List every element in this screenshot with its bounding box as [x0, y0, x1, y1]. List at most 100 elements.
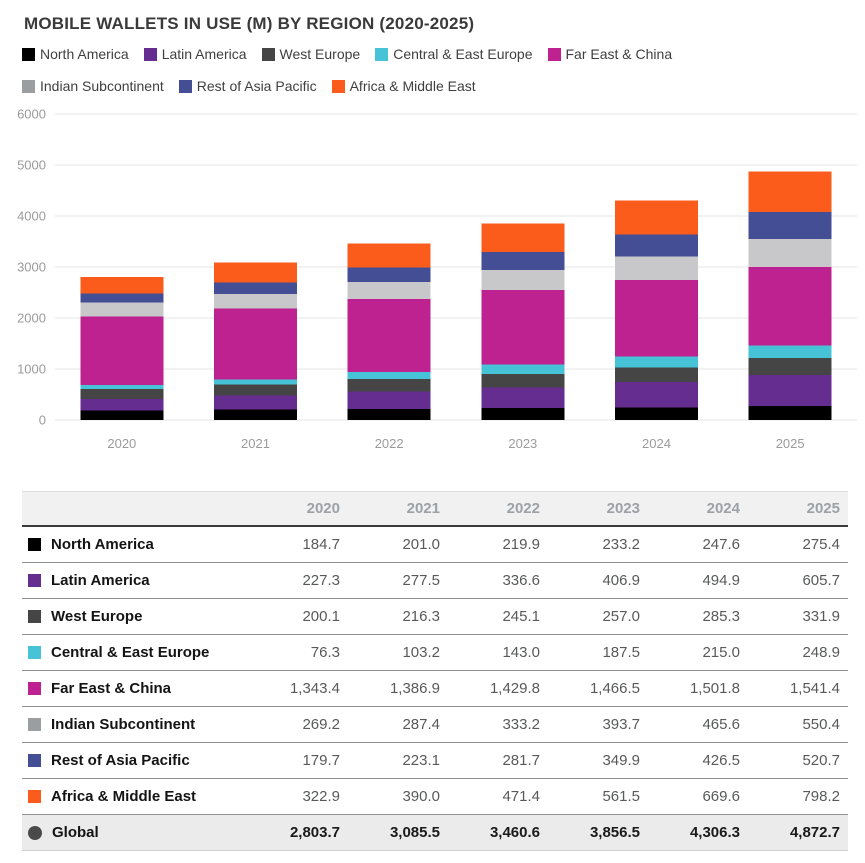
y-axis-tick-label: 2000 — [17, 311, 46, 326]
value-cell-west-europe-2021: 216.3 — [348, 598, 448, 635]
value-cell-rest-of-asia-pacific-2020: 179.7 — [248, 742, 348, 779]
legend-label: Indian Subcontinent — [40, 78, 164, 94]
legend-label: Central & East Europe — [393, 46, 533, 62]
value-cell-latin-america-2020: 227.3 — [248, 562, 348, 599]
value-cell-indian-subcontinent-2021: 287.4 — [348, 706, 448, 743]
table-header: 2020 2021 2022 2023 2024 2025 — [22, 491, 848, 527]
value-cell-north-america-2021: 201.0 — [348, 526, 448, 563]
value-cell-global-2022: 3,460.6 — [448, 814, 548, 851]
region-label: West Europe — [51, 608, 143, 625]
bar-segment-rest-of-asia-pacific-2023 — [481, 251, 565, 270]
year-header-2021: 2021 — [348, 491, 448, 527]
bar-segment-central-east-europe-2022 — [347, 371, 431, 380]
value-cell-central-east-europe-2025: 248.9 — [748, 634, 848, 671]
value-cell-central-east-europe-2020: 76.3 — [248, 634, 348, 671]
x-axis-label-2021: 2021 — [241, 436, 270, 451]
bar-segment-far-east-china-2021 — [214, 308, 297, 380]
region-swatch-icon — [28, 682, 41, 695]
region-label: Indian Subcontinent — [51, 716, 196, 733]
bar-segment-far-east-china-2020 — [80, 316, 164, 385]
x-axis-label-2023: 2023 — [508, 436, 537, 451]
value-cell-africa-middle-east-2023: 561.5 — [548, 778, 648, 815]
value-cell-west-europe-2023: 257.0 — [548, 598, 648, 635]
value-cell-latin-america-2021: 277.5 — [348, 562, 448, 599]
value-cell-far-east-china-2021: 1,386.9 — [348, 670, 448, 707]
value-cell-africa-middle-east-2020: 322.9 — [248, 778, 348, 815]
region-swatch-icon — [28, 538, 41, 551]
year-header-2024: 2024 — [648, 491, 748, 527]
value-cell-latin-america-2023: 406.9 — [548, 562, 648, 599]
legend-swatch-icon — [261, 47, 275, 61]
bar-segment-central-east-europe-2024 — [615, 356, 698, 368]
region-label-cell: Rest of Asia Pacific — [22, 742, 248, 779]
region-swatch-icon — [28, 646, 41, 659]
bar-segment-north-america-2023 — [481, 408, 565, 420]
y-axis-tick-label: 4000 — [17, 209, 46, 224]
region-label: North America — [51, 536, 154, 553]
bar-segment-africa-middle-east-2021 — [214, 262, 297, 283]
value-cell-indian-subcontinent-2023: 393.7 — [548, 706, 648, 743]
x-axis-label-2020: 2020 — [107, 436, 136, 451]
bar-segment-central-east-europe-2020 — [80, 384, 164, 389]
legend-label: West Europe — [279, 46, 361, 62]
bar-segment-africa-middle-east-2024 — [615, 200, 698, 235]
value-cell-global-2021: 3,085.5 — [348, 814, 448, 851]
value-cell-indian-subcontinent-2020: 269.2 — [248, 706, 348, 743]
bar-segment-north-america-2022 — [347, 408, 431, 420]
report-page: MOBILE WALLETS IN USE (M) BY REGION (202… — [0, 14, 865, 851]
region-label-cell: Far East & China — [22, 670, 248, 707]
bar-segment-indian-subcontinent-2023 — [481, 269, 565, 290]
x-axis-label-2025: 2025 — [776, 436, 805, 451]
value-cell-global-2025: 4,872.7 — [748, 814, 848, 851]
bar-segment-north-america-2025 — [748, 405, 832, 420]
legend-label: Africa & Middle East — [349, 78, 476, 94]
region-swatch-icon — [28, 790, 41, 803]
value-cell-north-america-2024: 247.6 — [648, 526, 748, 563]
bar-segment-africa-middle-east-2023 — [481, 223, 565, 252]
bar-segment-west-europe-2023 — [481, 374, 565, 388]
legend-item-latin-america: Latin America — [143, 46, 247, 62]
table-body: North America 184.7 201.0 219.9 233.2 247.6 27… — [22, 526, 848, 851]
value-cell-west-europe-2020: 200.1 — [248, 598, 348, 635]
bar-segment-indian-subcontinent-2024 — [615, 256, 698, 281]
bar-segment-rest-of-asia-pacific-2021 — [214, 282, 297, 294]
bar-segment-far-east-china-2025 — [748, 266, 832, 346]
bar-segment-west-europe-2021 — [214, 384, 297, 396]
bar-segment-rest-of-asia-pacific-2020 — [80, 293, 164, 303]
value-cell-global-2020: 2,803.7 — [248, 814, 348, 851]
legend-item-north-america: North America — [22, 46, 129, 62]
table-row-global: Global 2,803.7 3,085.5 3,460.6 3,856.5 4,306.… — [22, 814, 848, 851]
value-cell-central-east-europe-2021: 103.2 — [348, 634, 448, 671]
region-label: Central & East Europe — [51, 644, 210, 661]
bar-segment-north-america-2021 — [214, 409, 297, 420]
value-cell-latin-america-2025: 605.7 — [748, 562, 848, 599]
legend-label: Far East & China — [565, 46, 673, 62]
bar-segment-north-america-2020 — [80, 410, 164, 420]
bar-chart-svg: 0 1000 2000 3000 4000 5000 6000 2020 2021 2022 202… — [17, 107, 857, 451]
legend-swatch-icon — [143, 47, 157, 61]
bar-segment-africa-middle-east-2022 — [347, 243, 431, 268]
data-table: 2020 2021 2022 2023 2024 2025 North America 18… — [22, 491, 848, 851]
global-label-cell: Global — [22, 814, 248, 851]
value-cell-north-america-2020: 184.7 — [248, 526, 348, 563]
value-cell-central-east-europe-2024: 215.0 — [648, 634, 748, 671]
region-swatch-icon — [28, 718, 41, 731]
y-axis-tick-label: 1000 — [17, 362, 46, 377]
bar-segment-west-europe-2025 — [748, 358, 832, 376]
region-swatch-icon — [28, 574, 41, 587]
value-cell-latin-america-2022: 336.6 — [448, 562, 548, 599]
table-row-central-east-europe: Central & East Europe 76.3 103.2 143.0 187.5… — [22, 634, 848, 671]
value-cell-africa-middle-east-2024: 669.6 — [648, 778, 748, 815]
region-label: Far East & China — [51, 680, 172, 697]
value-cell-latin-america-2024: 494.9 — [648, 562, 748, 599]
legend-swatch-icon — [22, 79, 35, 93]
global-label: Global — [52, 824, 99, 841]
legend-item-far-east-china: Far East & China — [547, 46, 673, 62]
bar-segment-indian-subcontinent-2021 — [214, 293, 297, 309]
value-cell-indian-subcontinent-2024: 465.6 — [648, 706, 748, 743]
region-label-cell: Central & East Europe — [22, 634, 248, 671]
x-axis-label-2022: 2022 — [375, 436, 404, 451]
bar-segment-indian-subcontinent-2025 — [748, 238, 832, 267]
stacked-bar-chart: 0 1000 2000 3000 4000 5000 6000 2020 2021 2022 202… — [0, 100, 865, 467]
region-label-cell: North America — [22, 526, 248, 563]
